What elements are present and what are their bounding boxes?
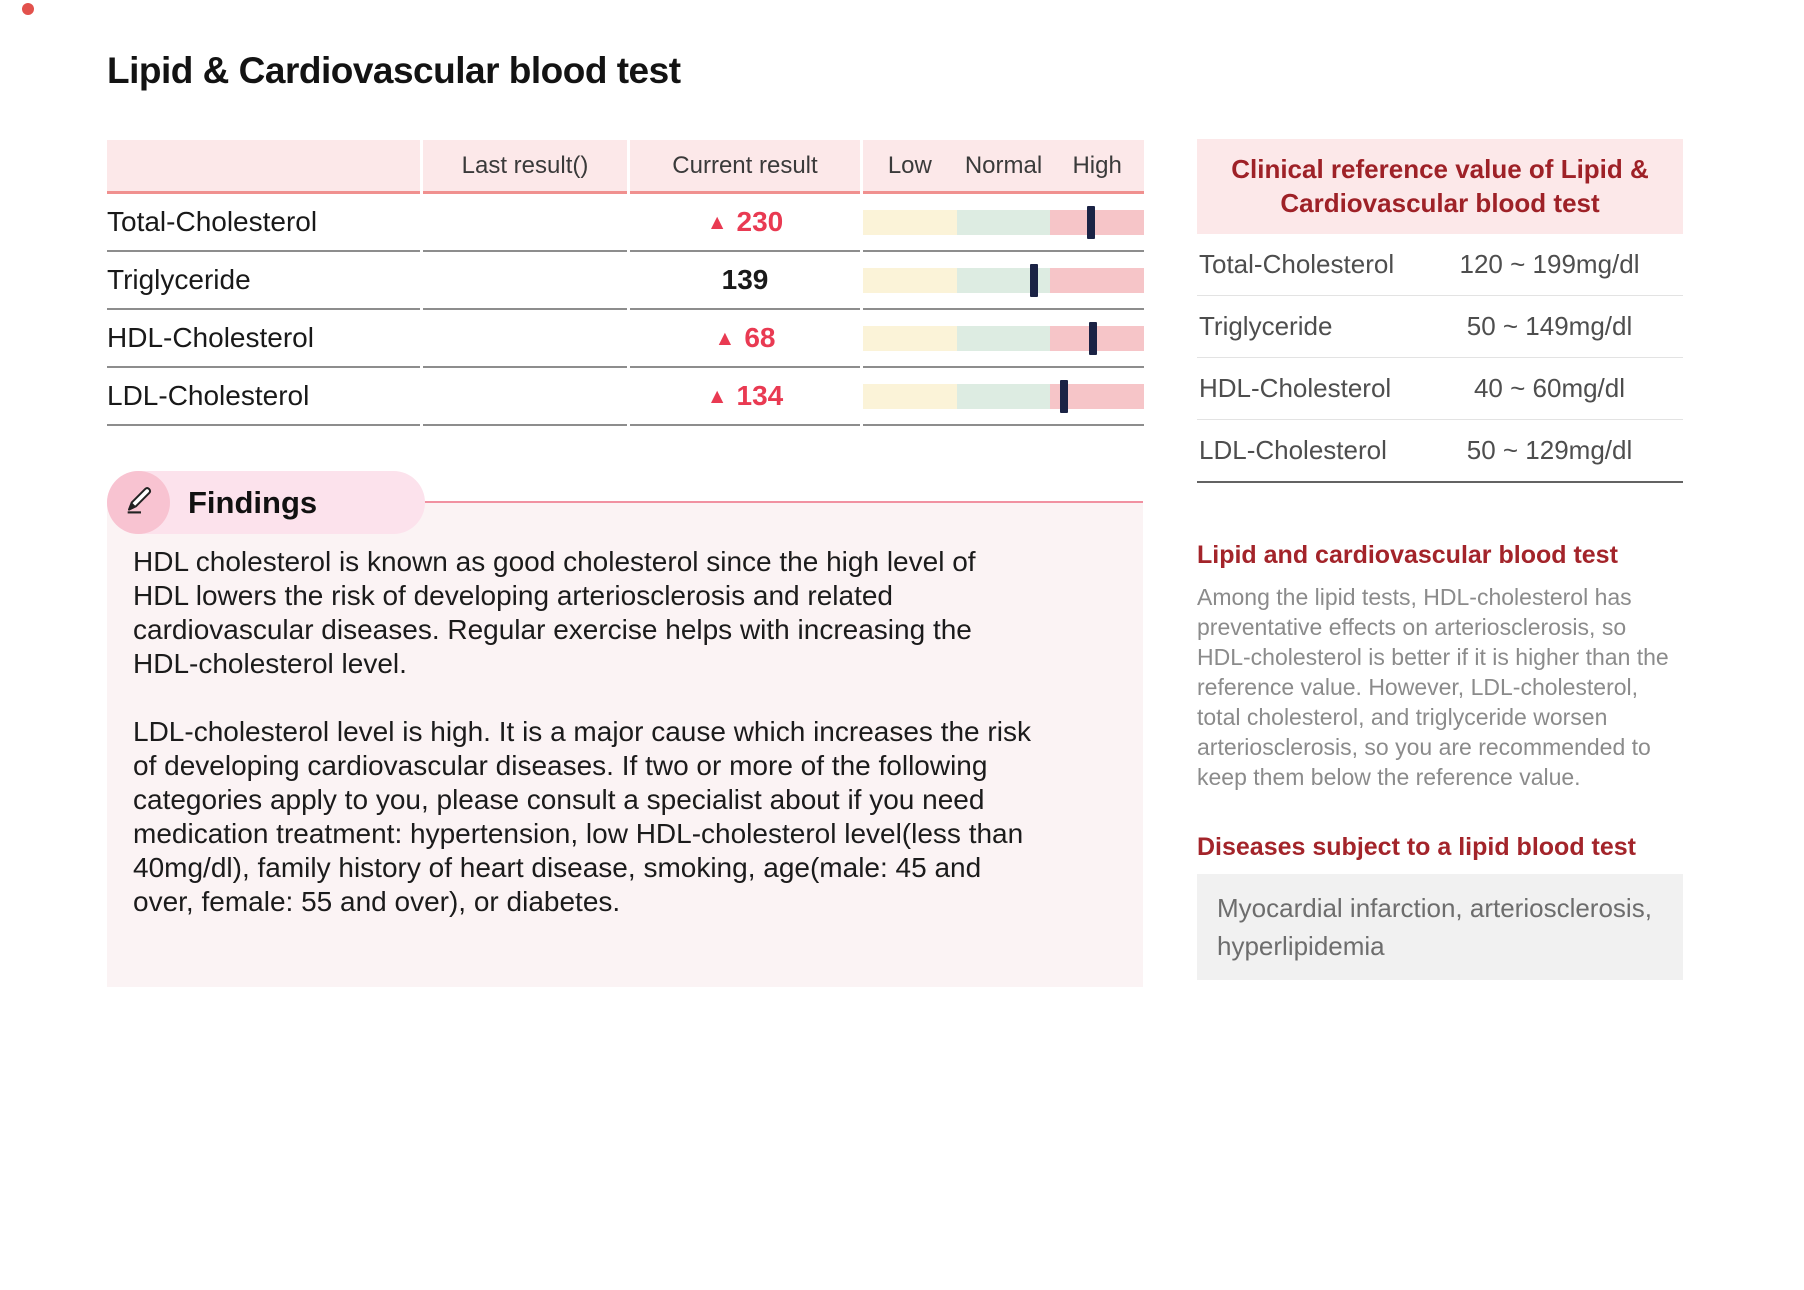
- current-result-value: ▲ 139: [630, 252, 860, 310]
- reference-range-value: 50 ~ 129mg/dl: [1466, 435, 1633, 465]
- reference-range-value: 50 ~ 149mg/dl: [1466, 311, 1633, 341]
- range-bar: [863, 263, 1145, 297]
- header-current-result: Current result: [630, 140, 860, 194]
- reference-row-hdl-cholesterol: HDL-Cholesterol 40 ~ 60mg/dl: [1197, 358, 1683, 420]
- test-name: Total-Cholesterol: [107, 194, 420, 252]
- result-marker: [1089, 321, 1098, 355]
- range-low-segment: [863, 209, 957, 235]
- high-flag-icon: ▲: [714, 326, 736, 350]
- results-table-header: Last result() Current result Low Normal …: [107, 140, 1144, 194]
- test-name: HDL-Cholesterol: [107, 310, 420, 368]
- result-row-ldl-cholesterol: LDL-Cholesterol ▲ 134: [107, 368, 1145, 426]
- current-result-number: 139: [721, 264, 769, 295]
- range-high-segment: [1050, 209, 1145, 235]
- current-result-number: 230: [736, 206, 784, 237]
- current-result-value: ▲ 68: [630, 310, 860, 368]
- high-flag-icon: ▲: [706, 210, 728, 234]
- current-result-number: 68: [744, 322, 776, 353]
- findings-text: HDL cholesterol is known as good cholest…: [133, 545, 1033, 919]
- range-bar-cell: [863, 310, 1145, 368]
- record-dot-icon: [22, 3, 34, 15]
- reference-range-value: 120 ~ 199mg/dl: [1459, 249, 1640, 279]
- range-bar-cell: [863, 194, 1145, 252]
- range-high-segment: [1050, 325, 1145, 351]
- high-flag-icon: ▲: [706, 384, 728, 408]
- page-title: Lipid & Cardiovascular blood test: [107, 50, 681, 91]
- header-normal: Normal: [964, 151, 1043, 179]
- findings-header: Findings: [107, 471, 426, 534]
- test-name: LDL-Cholesterol: [107, 368, 420, 426]
- reference-test-name: HDL-Cholesterol: [1199, 373, 1392, 403]
- lipid-info-body: Among the lipid tests, HDL-cholesterol h…: [1197, 584, 1669, 790]
- lipid-info-section: Lipid and cardiovascular blood test Amon…: [1197, 541, 1683, 792]
- current-result-value: ▲ 230: [630, 194, 860, 252]
- reference-test-name: LDL-Cholesterol: [1199, 435, 1387, 465]
- result-marker: [1086, 205, 1095, 239]
- range-bar: [863, 379, 1145, 413]
- header-range: Low Normal High: [863, 140, 1144, 194]
- result-row-hdl-cholesterol: HDL-Cholesterol ▲ 68: [107, 310, 1145, 368]
- reference-test-name: Total-Cholesterol: [1199, 249, 1395, 279]
- findings-paragraph-2: LDL-cholesterol level is high. It is a m…: [133, 716, 1031, 917]
- pencil-icon-circle: [107, 471, 170, 534]
- reference-row-total-cholesterol: Total-Cholesterol 120 ~ 199mg/dl: [1197, 234, 1683, 296]
- reference-panel-title: Clinical reference value of Lipid & Card…: [1197, 139, 1683, 234]
- last-result-value: [423, 252, 627, 310]
- results-table: Last result() Current result Low Normal …: [107, 140, 1145, 426]
- range-bar-cell: [863, 252, 1145, 310]
- findings-paragraph-1: HDL cholesterol is known as good cholest…: [133, 546, 976, 679]
- findings-section: HDL cholesterol is known as good cholest…: [107, 501, 1143, 987]
- result-marker: [1030, 263, 1039, 297]
- findings-title: Findings: [188, 484, 318, 520]
- header-test-name: [107, 140, 420, 194]
- result-marker: [1059, 379, 1068, 413]
- reference-panel: Clinical reference value of Lipid & Card…: [1197, 139, 1683, 483]
- test-name: Triglyceride: [107, 252, 420, 310]
- range-low-segment: [863, 383, 957, 409]
- range-bar-cell: [863, 368, 1145, 426]
- reference-test-name: Triglyceride: [1199, 311, 1333, 341]
- header-low: Low: [887, 151, 932, 179]
- header-high: High: [1072, 151, 1122, 179]
- diseases-section: Diseases subject to a lipid blood test M…: [1197, 833, 1683, 980]
- current-result-value: ▲ 134: [630, 368, 860, 426]
- last-result-value: [423, 310, 627, 368]
- range-high-segment: [1050, 267, 1145, 293]
- range-normal-segment: [956, 383, 1051, 409]
- lipid-info-heading: Lipid and cardiovascular blood test: [1197, 541, 1618, 569]
- header-last-result: Last result(): [423, 140, 627, 194]
- range-low-segment: [863, 267, 957, 293]
- result-row-total-cholesterol: Total-Cholesterol ▲ 230: [107, 194, 1145, 252]
- reference-range-value: 40 ~ 60mg/dl: [1473, 373, 1626, 403]
- range-bar: [863, 321, 1145, 355]
- result-row-triglyceride: Triglyceride ▲ 139: [107, 252, 1145, 310]
- range-low-segment: [863, 325, 957, 351]
- pencil-icon: [123, 484, 155, 521]
- range-bar: [863, 205, 1145, 239]
- current-result-number: 134: [736, 380, 784, 411]
- last-result-value: [423, 368, 627, 426]
- range-normal-segment: [956, 325, 1051, 351]
- reference-row-ldl-cholesterol: LDL-Cholesterol 50 ~ 129mg/dl: [1197, 420, 1683, 483]
- diseases-heading: Diseases subject to a lipid blood test: [1197, 833, 1636, 861]
- last-result-value: [423, 194, 627, 252]
- diseases-list: Myocardial infarction, arteriosclerosis,…: [1197, 874, 1683, 980]
- range-normal-segment: [956, 209, 1051, 235]
- reference-row-triglyceride: Triglyceride 50 ~ 149mg/dl: [1197, 296, 1683, 358]
